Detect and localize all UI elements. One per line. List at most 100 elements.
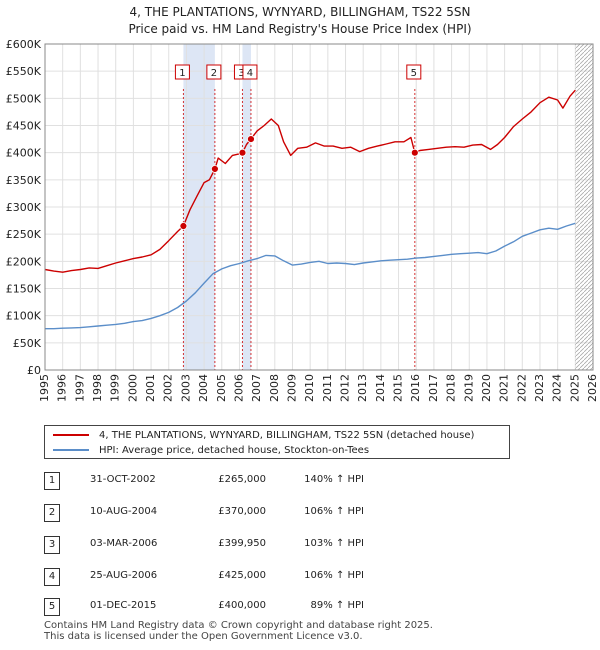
sale-hpi-change: 89% ↑ HPI: [310, 600, 364, 611]
sale-date: 25-AUG-2006: [90, 570, 158, 581]
sale-date: 01-DEC-2015: [90, 600, 157, 611]
sale-number-badge: 1: [44, 472, 60, 490]
x-tick-label: 2024: [551, 374, 564, 402]
table-row: 5 01-DEC-2015 £400,000 89% ↑ HPI: [44, 598, 404, 618]
legend-item-hpi: HPI: Average price, detached house, Stoc…: [53, 444, 369, 458]
sale-label-text: 4: [247, 68, 253, 79]
x-tick-label: 1996: [56, 374, 69, 402]
sale-label-text: 5: [411, 68, 417, 79]
y-tick-label: £500K: [6, 92, 42, 105]
x-tick-label: 2003: [179, 374, 192, 402]
sale-label-box: [242, 64, 258, 80]
y-tick-label: £350K: [6, 174, 42, 187]
sale-date: 03-MAR-2006: [90, 538, 158, 549]
property-series-line: [44, 89, 576, 273]
footer-licence: This data is licensed under the Open Gov…: [44, 631, 363, 642]
x-tick-label: 2017: [427, 374, 440, 402]
x-tick-label: 2014: [374, 374, 387, 402]
plot-frame: [44, 43, 594, 371]
legend-label-hpi: HPI: Average price, detached house, Stoc…: [99, 445, 370, 456]
table-row: 2 10-AUG-2004 £370,000 106% ↑ HPI: [44, 504, 404, 524]
x-tick-label: 2004: [197, 374, 210, 402]
sale-price: £399,950: [218, 538, 266, 549]
x-tick-label: 2006: [232, 374, 245, 402]
sale-number-badge: 2: [44, 504, 60, 522]
sale-label-text: 2: [211, 68, 217, 79]
x-tick-label: 2018: [445, 374, 458, 402]
x-tick-label: 2025: [568, 374, 581, 402]
title-line-2: Price paid vs. HM Land Registry's House …: [128, 22, 472, 36]
y-tick-label: £450K: [6, 120, 42, 133]
x-tick-label: 1998: [91, 374, 104, 402]
x-tick-label: 1995: [38, 374, 51, 402]
x-tick-label: 2026: [586, 374, 599, 402]
x-tick-label: 2020: [480, 374, 493, 402]
hpi-series-line: [45, 222, 576, 330]
x-tick-label: 2012: [339, 374, 352, 402]
x-tick-label: 2022: [515, 374, 528, 402]
x-tick-label: 2002: [162, 374, 175, 402]
y-tick-label: £100K: [6, 310, 42, 323]
sale-price: £370,000: [218, 506, 266, 517]
x-tick-label: 2011: [321, 374, 334, 402]
x-tick-label: 1999: [109, 374, 122, 402]
sale-date: 31-OCT-2002: [90, 474, 156, 485]
sale-point: [410, 148, 419, 157]
sale-price: £425,000: [218, 570, 266, 581]
sale-hpi-change: 140% ↑ HPI: [304, 474, 364, 485]
sale-label-text: 3: [238, 68, 244, 79]
forecast-hatch: [575, 44, 593, 370]
sale-label-box: [206, 64, 222, 80]
x-tick-label: 2010: [303, 374, 316, 402]
sale-price: £400,000: [218, 600, 266, 611]
x-tick-label: 2001: [144, 374, 157, 402]
sale-label-box: [174, 64, 190, 80]
x-tick-label: 1997: [73, 374, 86, 402]
sale-hpi-change: 106% ↑ HPI: [304, 570, 364, 581]
legend: 4, THE PLANTATIONS, WYNYARD, BILLINGHAM,…: [44, 425, 510, 459]
sale-number-badge: 3: [44, 536, 60, 554]
sale-date: 10-AUG-2004: [90, 506, 158, 517]
sale-label-box: [406, 64, 422, 80]
footer-copyright: Contains HM Land Registry data © Crown c…: [44, 620, 433, 631]
x-tick-label: 2021: [498, 374, 511, 402]
chart-title: 4, THE PLANTATIONS, WYNYARD, BILLINGHAM,…: [0, 4, 600, 38]
y-tick-label: £50K: [13, 337, 42, 350]
y-tick-label: £250K: [6, 228, 42, 241]
x-tick-label: 2016: [409, 374, 422, 402]
sale-number-badge: 4: [44, 568, 60, 586]
sale-point: [210, 165, 219, 173]
y-tick-label: £600K: [6, 38, 42, 51]
sale-number-badge: 5: [44, 598, 60, 616]
y-tick-label: £150K: [6, 283, 42, 296]
y-tick-label: £200K: [6, 255, 42, 268]
legend-swatch-property: [53, 434, 89, 436]
legend-swatch-hpi: [53, 449, 89, 451]
x-tick-label: 2007: [250, 374, 263, 402]
sale-point: [179, 222, 188, 230]
sale-hpi-change: 103% ↑ HPI: [304, 538, 364, 549]
y-tick-label: £400K: [6, 147, 42, 160]
y-tick-label: £0: [27, 364, 41, 377]
x-tick-label: 2015: [392, 374, 405, 402]
title-line-1: 4, THE PLANTATIONS, WYNYARD, BILLINGHAM,…: [129, 5, 471, 19]
x-tick-label: 2023: [533, 374, 546, 402]
sale-price: £265,000: [218, 474, 266, 485]
table-row: 3 03-MAR-2006 £399,950 103% ↑ HPI: [44, 536, 404, 556]
footer: Contains HM Land Registry data © Crown c…: [44, 620, 433, 642]
legend-item-property: 4, THE PLANTATIONS, WYNYARD, BILLINGHAM,…: [53, 429, 474, 443]
x-tick-label: 2013: [356, 374, 369, 402]
x-tick-label: 2000: [126, 374, 139, 402]
x-tick-label: 2005: [215, 374, 228, 402]
x-tick-label: 2019: [462, 374, 475, 402]
y-tick-label: £300K: [6, 201, 42, 214]
y-tick-label: £550K: [6, 65, 42, 78]
legend-label-property: 4, THE PLANTATIONS, WYNYARD, BILLINGHAM,…: [99, 430, 475, 441]
x-tick-label: 2008: [268, 374, 281, 402]
sale-hpi-change: 106% ↑ HPI: [304, 506, 364, 517]
table-row: 4 25-AUG-2006 £425,000 106% ↑ HPI: [44, 568, 404, 588]
sale-label-text: 1: [179, 68, 185, 79]
table-row: 1 31-OCT-2002 £265,000 140% ↑ HPI: [44, 472, 404, 492]
x-tick-label: 2009: [285, 374, 298, 402]
